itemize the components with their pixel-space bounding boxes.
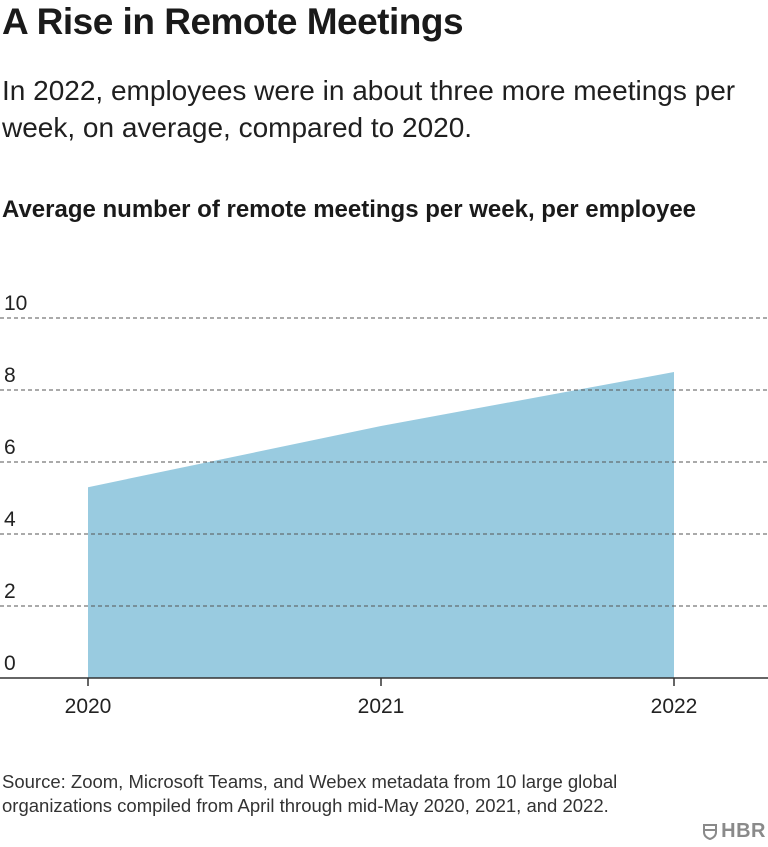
x-tick-label-2022: 2022 — [651, 695, 698, 718]
area-chart: 0 2 4 6 8 10 2020 2021 2022 — [0, 292, 768, 718]
y-tick-label-8: 8 — [4, 364, 16, 387]
chart-heading: Average number of remote meetings per we… — [2, 196, 697, 223]
x-tick-label-2020: 2020 — [65, 695, 112, 718]
brand-text: HBR — [721, 820, 766, 842]
area-series — [88, 372, 674, 678]
x-tick-label-2021: 2021 — [358, 695, 405, 718]
y-tick-label-0: 0 — [4, 652, 16, 675]
brand-logo: HBR — [703, 820, 766, 843]
chart-title: A Rise in Remote Meetings — [2, 1, 464, 42]
shield-icon — [703, 823, 718, 840]
chart-subtitle: In 2022, employees were in about three m… — [2, 75, 736, 143]
y-tick-label-2: 2 — [4, 580, 16, 603]
y-tick-label-4: 4 — [4, 508, 16, 531]
source-note: Source: Zoom, Microsoft Teams, and Webex… — [2, 771, 618, 816]
y-tick-label-6: 6 — [4, 436, 16, 459]
y-tick-label-10: 10 — [4, 292, 27, 315]
